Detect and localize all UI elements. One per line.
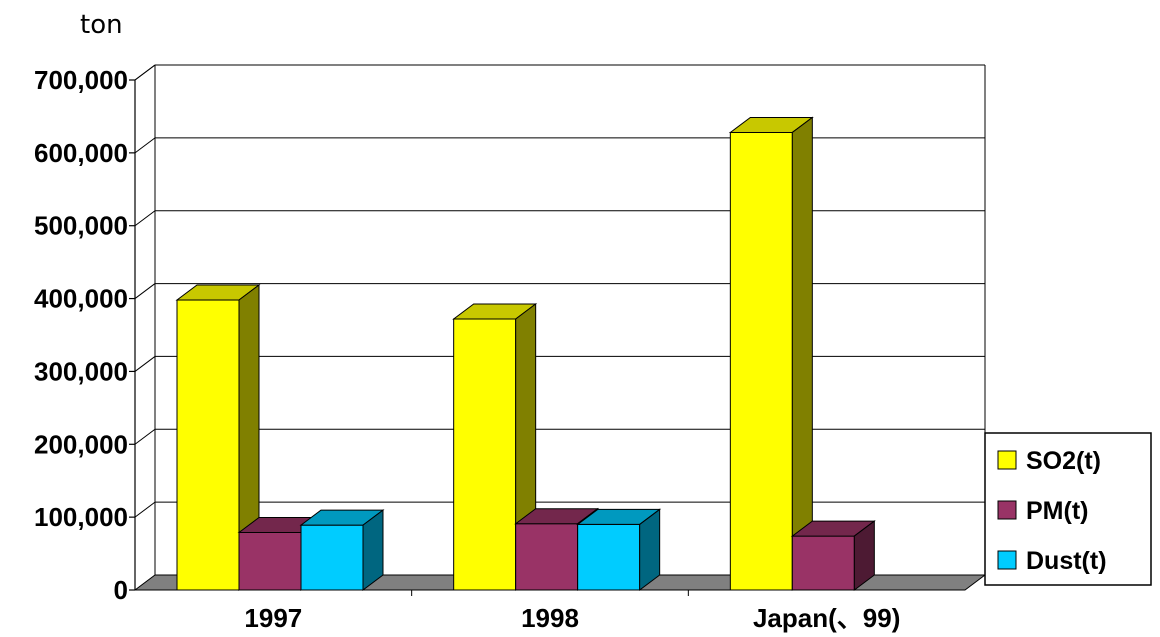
bar-layer <box>175 116 876 591</box>
axis-layer: 0 100,000 200,000 300,000 400,000 500,000 600,… <box>34 64 900 633</box>
y-axis-top-depth <box>134 64 156 81</box>
bar-front <box>729 131 793 591</box>
bar-side <box>853 520 875 591</box>
grid-layer <box>134 64 986 575</box>
x-tick-label: 1997 <box>244 603 302 633</box>
gridline-depth <box>134 501 156 518</box>
bar-front <box>791 535 855 591</box>
legend-swatch-dust <box>997 550 1017 570</box>
gridline-depth <box>134 283 156 299</box>
gridline-depth <box>134 137 156 154</box>
y-tick-label: 100,000 <box>34 502 128 532</box>
bar-front <box>577 523 641 591</box>
legend-swatch-so2 <box>997 450 1017 470</box>
bar-front <box>238 531 302 591</box>
legend-label-dust: Dust(t) <box>1026 547 1107 575</box>
y-unit-label: ton <box>80 10 123 40</box>
y-tick-label: 200,000 <box>34 429 128 459</box>
gridline-depth <box>134 428 156 445</box>
bar-front <box>515 523 579 591</box>
bar-front <box>300 524 364 591</box>
legend-swatch-pm <box>997 500 1017 520</box>
y-tick-label: 0 <box>114 575 128 605</box>
x-tick-label: Japan(、99) <box>753 603 900 633</box>
legend-label-so2: SO2(t) <box>1026 447 1101 475</box>
bar-front <box>176 299 240 591</box>
y-tick-label: 700,000 <box>34 65 128 95</box>
legend-label-pm: PM(t) <box>1026 497 1088 525</box>
bar-side <box>362 509 384 591</box>
x-tick-label: 1998 <box>521 603 579 633</box>
y-tick-label: 400,000 <box>34 284 128 314</box>
gridline-depth <box>134 356 156 372</box>
bar-front <box>453 318 517 591</box>
y-tick-label: 500,000 <box>34 211 128 241</box>
y-tick-label: 300,000 <box>34 356 128 386</box>
bar-side <box>639 508 661 591</box>
bar-side <box>791 116 813 591</box>
legend: SO2(t) PM(t) Dust(t) <box>984 432 1152 586</box>
gridline-depth <box>134 210 156 227</box>
y-tick-label: 600,000 <box>34 138 128 168</box>
